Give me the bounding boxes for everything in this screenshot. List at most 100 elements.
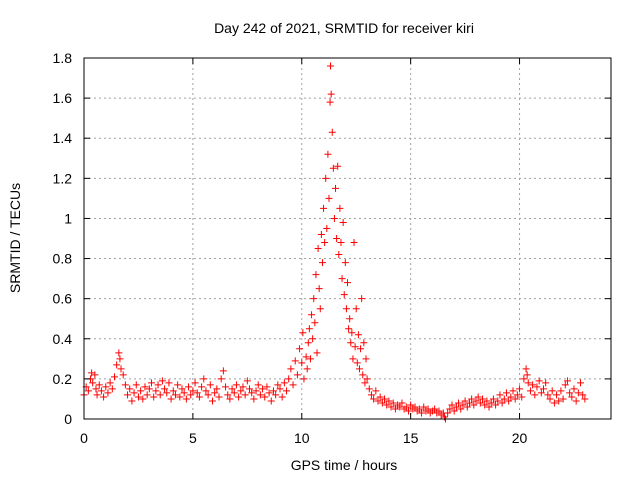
data-point <box>351 343 359 351</box>
data-point <box>217 375 225 383</box>
data-point <box>291 357 299 365</box>
y-tick-labels: 0 0.2 0.4 0.6 0.8 1 1.2 1.4 1.6 1.8 <box>53 50 73 427</box>
data-point <box>566 389 574 397</box>
y-tick-label: 0.4 <box>53 331 73 347</box>
data-point <box>370 395 378 403</box>
data-point <box>446 405 454 413</box>
data-point <box>334 162 342 170</box>
data-point <box>222 383 230 391</box>
data-point <box>239 383 247 391</box>
data-point <box>230 389 238 397</box>
data-point <box>544 391 552 399</box>
data-point <box>283 387 291 395</box>
data-point <box>325 194 333 202</box>
data-point <box>252 387 260 395</box>
y-axis-label: SRMTID / TECUs <box>7 183 23 293</box>
data-point <box>411 403 419 411</box>
data-point <box>256 391 264 399</box>
data-point <box>533 383 541 391</box>
data-point <box>389 399 397 407</box>
data-point <box>154 381 162 389</box>
data-point <box>165 379 173 387</box>
data-point <box>511 395 519 403</box>
y-tick-label: 0 <box>64 411 72 427</box>
y-tick-label: 1.2 <box>53 170 73 186</box>
data-point <box>418 409 426 417</box>
data-point <box>492 401 500 409</box>
data-point <box>344 279 351 287</box>
x-tick-label: 0 <box>80 430 88 446</box>
data-point <box>561 381 569 389</box>
data-point <box>494 397 502 405</box>
data-point <box>102 383 110 391</box>
data-point <box>167 395 175 403</box>
data-point <box>198 383 206 391</box>
data-point <box>572 397 580 405</box>
data-point <box>357 345 365 353</box>
data-point <box>548 387 556 395</box>
data-point <box>537 389 545 397</box>
x-tick-label: 10 <box>294 430 310 446</box>
data-point <box>215 393 223 401</box>
data-point <box>346 315 354 323</box>
data-point <box>263 383 271 391</box>
data-point <box>322 174 330 182</box>
data-point <box>581 395 589 403</box>
data-point <box>341 259 349 267</box>
data-point <box>243 377 251 385</box>
data-point <box>529 381 537 389</box>
data-point <box>312 271 320 279</box>
data-point <box>407 401 415 409</box>
data-point <box>342 305 350 313</box>
data-point <box>84 387 92 395</box>
data-point <box>324 150 332 158</box>
data-point <box>202 387 210 395</box>
data-point <box>310 295 318 303</box>
data-point <box>204 391 212 399</box>
data-point <box>520 375 528 383</box>
data-point <box>108 385 116 393</box>
data-point <box>523 371 531 379</box>
data-point <box>208 397 216 405</box>
data-point <box>404 407 412 415</box>
data-point <box>237 387 245 395</box>
data-point <box>269 387 277 395</box>
data-point <box>333 235 341 242</box>
data-point <box>274 381 282 389</box>
data-point <box>524 379 532 387</box>
data-point <box>461 397 469 405</box>
data-point <box>372 387 380 395</box>
data-point <box>513 391 521 399</box>
data-point <box>315 285 323 293</box>
data-point <box>254 381 262 389</box>
data-point <box>321 239 329 247</box>
data-point <box>355 365 363 373</box>
data-point <box>228 385 236 393</box>
data-point <box>141 383 149 391</box>
data-point <box>472 397 480 405</box>
data-point <box>248 389 256 397</box>
x-tick-label: 5 <box>189 430 197 446</box>
data-point <box>465 399 473 407</box>
data-point <box>95 381 103 389</box>
data-point <box>328 128 336 136</box>
data-point <box>516 385 524 393</box>
data-point <box>335 251 343 259</box>
data-point <box>303 365 311 373</box>
data-point <box>402 403 410 411</box>
chart-title: Day 242 of 2021, SRMTID for receiver kir… <box>214 20 474 36</box>
data-point <box>145 385 153 393</box>
data-point <box>137 387 145 395</box>
data-point <box>385 397 393 405</box>
data-point <box>106 379 114 387</box>
data-point <box>415 405 423 413</box>
data-point <box>272 391 280 399</box>
data-point <box>163 389 171 397</box>
data-point <box>420 403 428 411</box>
data-point <box>435 407 443 415</box>
data-point <box>259 385 267 393</box>
data-point <box>353 359 361 367</box>
data-point <box>577 379 585 387</box>
data-point <box>352 305 360 313</box>
data-point <box>191 379 199 387</box>
